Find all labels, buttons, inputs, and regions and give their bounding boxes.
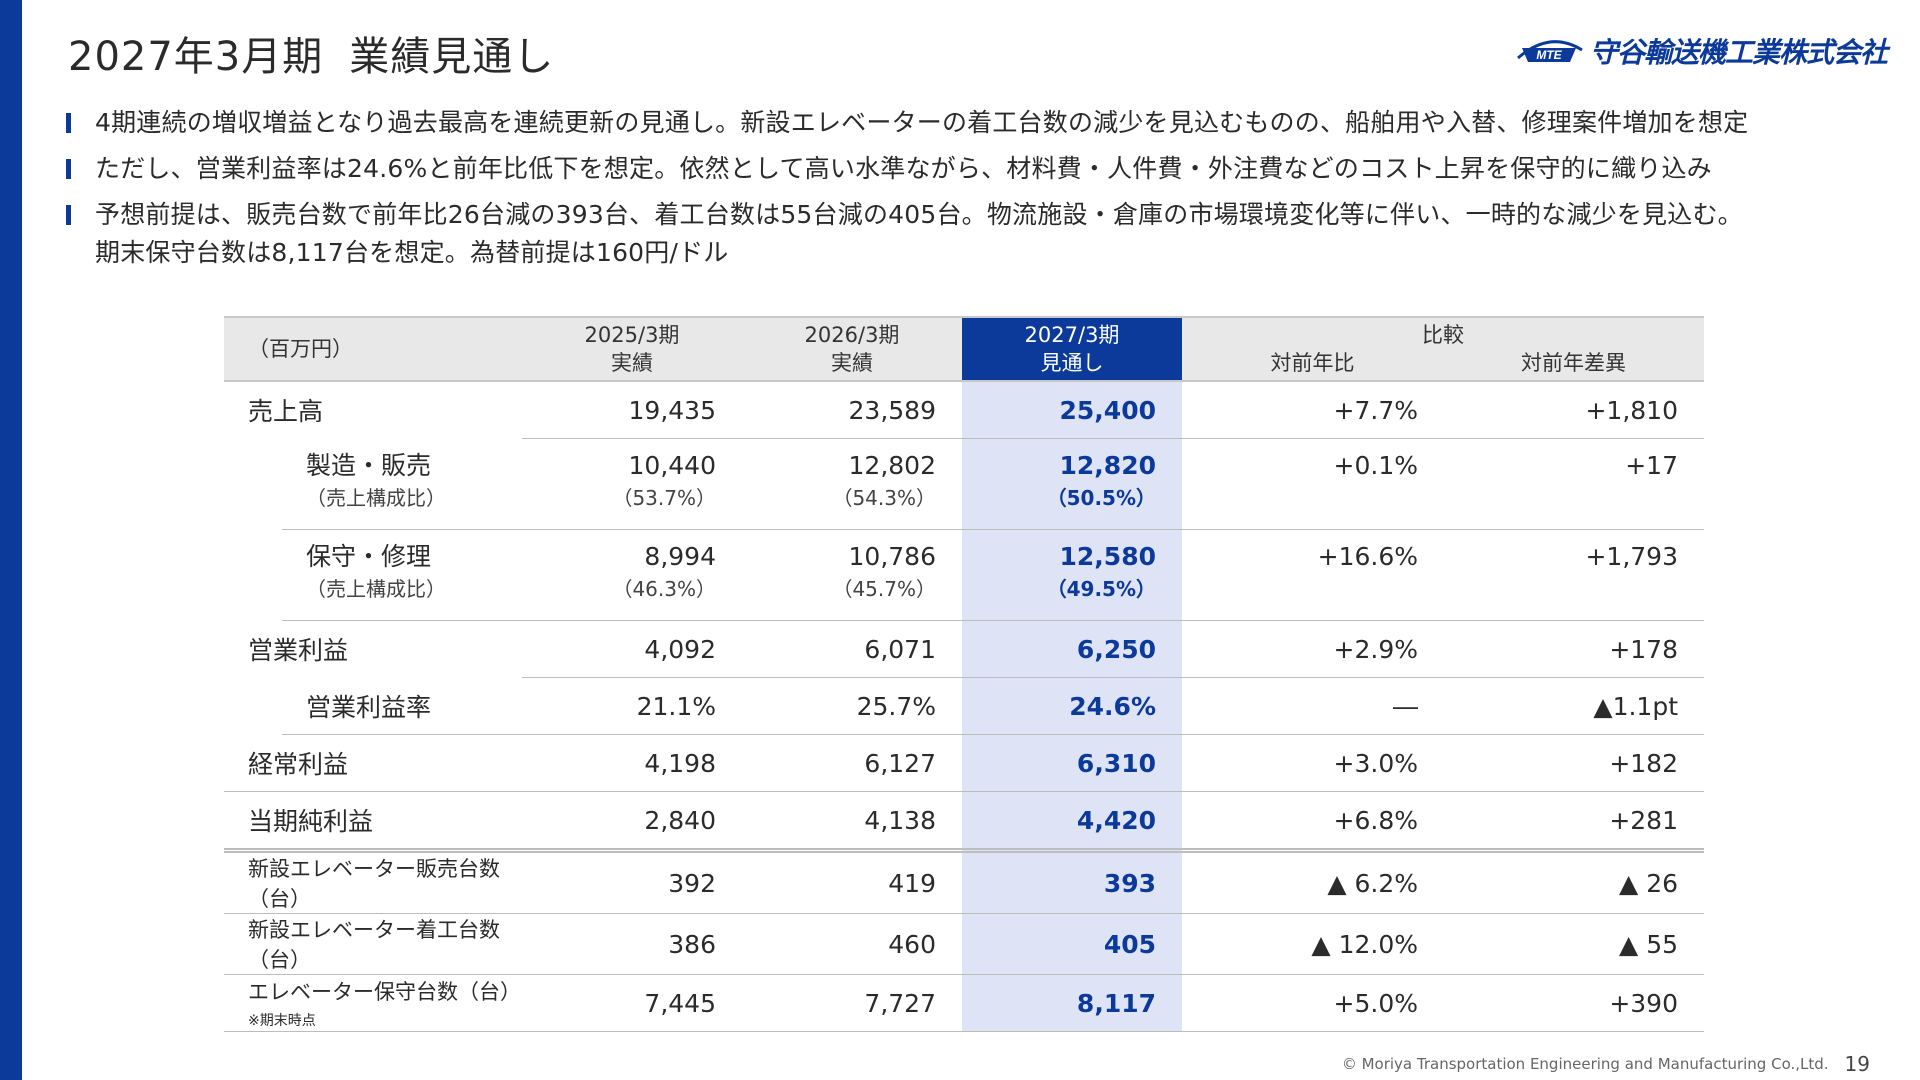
- bullet-text: 4期連続の増収増益となり過去最高を連続更新の見通し。新設エレベーターの着工台数の…: [95, 108, 1749, 137]
- logo-company-name: 守谷輸送機工業株式会社: [1590, 36, 1888, 69]
- table-row-units-maintenance: エレベーター保守台数（台）※期末時点 7,445 7,727 8,117 +5.…: [224, 974, 1704, 1032]
- logo-mark-text: MTE: [1536, 48, 1562, 62]
- title-period: 2027年3月期: [68, 34, 324, 80]
- bullet-text: 予想前提は、販売台数で前年比26台減の393台、着工台数は55台減の405台。物…: [95, 200, 1743, 267]
- col-header-compare: 比較 対前年比 対前年差異: [1182, 316, 1704, 382]
- table-row-units-sold: 新設エレベーター販売台数（台） 392 419 393 ▲ 6.2% ▲ 26: [224, 850, 1704, 914]
- bullet-item: ただし、営業利益率は24.6%と前年比低下を想定。依然として高い水準ながら、材料…: [66, 150, 1896, 188]
- page-number: 19: [1844, 1052, 1870, 1076]
- footer: © Moriya Transportation Engineering and …: [1342, 1052, 1870, 1076]
- bullet-marker: [66, 205, 71, 225]
- left-accent-bar: [0, 0, 22, 1080]
- col-header-fy2027-forecast: 2027/3期 見通し: [962, 316, 1182, 382]
- yoy-diff-header: 対前年差異: [1521, 351, 1626, 375]
- col-header-fy2026: 2026/3期 実績: [742, 316, 962, 382]
- page-title: 2027年3月期 業績見通し: [68, 24, 554, 82]
- unit-label: （百万円）: [224, 316, 522, 382]
- copyright-text: © Moriya Transportation Engineering and …: [1341, 1055, 1829, 1073]
- bullet-marker: [66, 113, 71, 133]
- company-logo: MTE 守谷輸送機工業株式会社: [1516, 30, 1888, 72]
- bullet-item: 予想前提は、販売台数で前年比26台減の393台、着工台数は55台減の405台。物…: [66, 196, 1896, 272]
- table-row-ordinary-profit: 経常利益 4,198 6,127 6,310 +3.0% +182: [224, 734, 1704, 792]
- table-row-sales: 売上高 19,435 23,589 25,400 +7.7% +1,810: [224, 381, 1704, 439]
- bullet-marker: [66, 159, 71, 179]
- table-row-operating-margin: 営業利益率 21.1% 25.7% 24.6% ― ▲1.1pt: [224, 677, 1704, 735]
- mte-logo-icon: MTE: [1517, 40, 1583, 62]
- forecast-table: （百万円） 2025/3期 実績 2026/3期 実績 2027/3期 見通し 比較 …: [224, 316, 1704, 1032]
- yoy-ratio-header: 対前年比: [1270, 351, 1355, 375]
- compare-label: 比較: [1422, 323, 1464, 347]
- table-row-maintenance: 保守・修理 （売上構成比） 8,994 （46.3%） 10,786 （45.7%） …: [224, 529, 1704, 621]
- table-row-manufacturing: 製造・販売 （売上構成比） 10,440 （53.7%） 12,802 （54.3%）…: [224, 438, 1704, 530]
- bullet-item: 4期連続の増収増益となり過去最高を連続更新の見通し。新設エレベーターの着工台数の…: [66, 104, 1896, 142]
- title-suffix: 業績見通し: [349, 34, 555, 80]
- bullet-text: ただし、営業利益率は24.6%と前年比低下を想定。依然として高い水準ながら、材料…: [95, 154, 1712, 183]
- summary-bullets: 4期連続の増収増益となり過去最高を連続更新の見通し。新設エレベーターの着工台数の…: [66, 104, 1896, 280]
- col-header-fy2025: 2025/3期 実績: [522, 316, 742, 382]
- table-row-operating-profit: 営業利益 4,092 6,071 6,250 +2.9% +178: [224, 620, 1704, 678]
- table-row-units-started: 新設エレベーター着工台数（台） 386 460 405 ▲ 12.0% ▲ 55: [224, 913, 1704, 975]
- table-row-net-income: 当期純利益 2,840 4,138 4,420 +6.8% +281: [224, 791, 1704, 853]
- table-header: （百万円） 2025/3期 実績 2026/3期 実績 2027/3期 見通し 比較 …: [224, 316, 1704, 382]
